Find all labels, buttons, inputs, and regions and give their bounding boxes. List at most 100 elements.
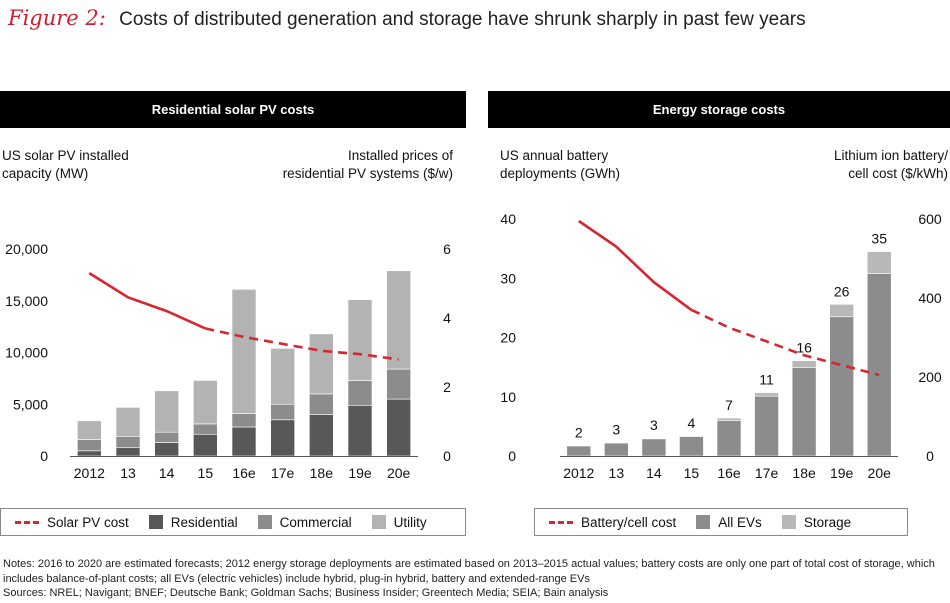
battery-cost-line-solid xyxy=(578,219,693,311)
pv-bar-utility xyxy=(386,270,411,370)
pv-y2-tick-label: 6 xyxy=(443,241,451,257)
battery-x-tick-label: 15 xyxy=(684,465,700,481)
right-panel-title: Energy storage costs xyxy=(652,102,786,117)
pv-bar-commercial xyxy=(386,368,411,400)
pv-bar-residential xyxy=(77,450,102,457)
battery-bar-storage xyxy=(566,445,592,447)
pv-x-tick-label: 13 xyxy=(120,465,136,481)
pv-bar-utility xyxy=(270,348,295,405)
battery-bar-storage xyxy=(829,304,854,318)
battery-bar-total-label: 7 xyxy=(725,397,733,413)
battery-y-tick-label: 10 xyxy=(500,389,516,405)
pv-bar-residential xyxy=(270,419,295,457)
notes-text: Notes: 2016 to 2020 are estimated foreca… xyxy=(3,558,935,585)
pv-bar-commercial xyxy=(309,393,334,415)
battery-bar-total-label: 3 xyxy=(650,417,658,433)
battery-x-tick-label: 17e xyxy=(755,465,779,481)
pv-bar-commercial xyxy=(193,423,218,435)
battery-bar-storage xyxy=(604,442,629,444)
battery-bar-storage xyxy=(679,435,704,437)
figure-title-text: Costs of distributed generation and stor… xyxy=(119,9,806,30)
legend-swatch-storage xyxy=(781,515,796,529)
left-y-axis-title: US solar PV installed capacity (MW) xyxy=(2,147,129,183)
right-legend: Battery/cell cost All EVs Storage xyxy=(534,508,908,536)
pv-y2-tick-label: 0 xyxy=(443,448,451,464)
pv-y-tick-label: 15,000 xyxy=(5,293,48,309)
battery-y2-tick-label: 0 xyxy=(926,448,934,464)
pv-bar-residential xyxy=(347,404,373,457)
pv-x-tick-label: 15 xyxy=(198,465,214,481)
right-panel-header: Energy storage costs xyxy=(488,91,950,128)
battery-bar-all-evs xyxy=(791,367,817,457)
left-panel-header: Residential solar PV costs xyxy=(0,91,466,128)
battery-x-tick-label: 18e xyxy=(792,465,816,481)
pv-bar-commercial xyxy=(347,380,373,406)
legend-item-commercial: Commercial xyxy=(257,514,352,530)
legend-label: Solar PV cost xyxy=(47,514,129,530)
pv-bar-residential xyxy=(193,433,218,457)
battery-x-tick-label: 14 xyxy=(646,465,662,481)
battery-y2-tick-label: 600 xyxy=(918,211,942,227)
pv-cost-line-dashed xyxy=(205,327,399,361)
battery-bar-total-label: 16 xyxy=(796,340,812,356)
legend-label: Storage xyxy=(803,514,852,530)
pv-x-tick-label: 14 xyxy=(159,465,175,481)
pv-x-tick-label: 20e xyxy=(387,465,411,481)
battery-bar-storage xyxy=(754,392,779,397)
legend-line-swatch xyxy=(15,520,39,524)
battery-x-tick-label: 16e xyxy=(717,465,741,481)
pv-bar-utility xyxy=(77,420,102,440)
pv-bar-residential xyxy=(309,414,334,457)
pv-bar-commercial xyxy=(115,436,141,449)
pv-bar-utility xyxy=(115,407,141,437)
pv-bar-residential xyxy=(386,398,411,457)
battery-bar-total-label: 3 xyxy=(612,421,620,437)
pv-bar-utility xyxy=(154,390,179,433)
left-y-axis-title-line2: capacity (MW) xyxy=(2,166,89,181)
pv-x-tick-label: 17e xyxy=(271,465,295,481)
battery-bar-storage xyxy=(791,360,817,369)
right-y2-axis-title-line1: Lithium ion battery/ xyxy=(833,148,948,163)
battery-y-tick-label: 0 xyxy=(508,448,516,464)
pv-bar-utility xyxy=(231,289,257,414)
pv-y-tick-label: 20,000 xyxy=(5,241,48,257)
battery-bar-all-evs xyxy=(679,436,704,457)
left-y2-axis-title-line1: Installed prices of xyxy=(347,148,453,163)
pv-y-tick-label: 0 xyxy=(40,448,48,464)
legend-label: All EVs xyxy=(718,514,762,530)
battery-y-tick-label: 30 xyxy=(500,270,516,286)
battery-y-tick-label: 40 xyxy=(500,211,516,227)
battery-x-tick-label: 2012 xyxy=(563,465,594,481)
pv-bar-commercial xyxy=(77,439,102,452)
battery-y2-tick-label: 400 xyxy=(918,290,942,306)
battery-bar-storage xyxy=(641,437,667,440)
battery-bar-all-evs xyxy=(716,420,742,457)
pv-x-tick-label: 2012 xyxy=(74,465,105,481)
right-y2-axis-title-line2: cell cost ($/kWh) xyxy=(848,166,948,181)
pv-bar-residential xyxy=(154,442,179,457)
right-y-axis-title-line2: deployments (GWh) xyxy=(500,166,621,181)
pv-x-tick-label: 18e xyxy=(310,465,334,481)
legend-label: Commercial xyxy=(279,514,352,530)
battery-bar-all-evs xyxy=(829,316,854,457)
pv-bar-utility xyxy=(309,333,334,395)
legend-item-all-evs: All EVs xyxy=(696,515,762,530)
legend-item-residential: Residential xyxy=(148,515,238,530)
pv-x-tick-label: 16e xyxy=(232,465,256,481)
right-y-axis-title: US annual battery deployments (GWh) xyxy=(500,147,620,183)
pv-y-tick-label: 10,000 xyxy=(5,345,48,361)
pv-bar-residential xyxy=(115,447,141,457)
battery-bar-total-label: 11 xyxy=(759,372,774,388)
pv-bar-utility xyxy=(347,299,373,381)
left-panel-title: Residential solar PV costs xyxy=(151,102,315,117)
legend-item-utility: Utility xyxy=(371,515,427,530)
right-y2-axis-title: Lithium ion battery/ cell cost ($/kWh) xyxy=(800,147,948,183)
battery-bar-storage xyxy=(716,417,742,421)
legend-item-battery-cell-cost: Battery/cell cost xyxy=(549,515,676,530)
left-legend: Solar PV cost Residential Commercial Uti… xyxy=(0,508,466,536)
pv-bar-residential xyxy=(231,426,257,457)
battery-y-tick-label: 20 xyxy=(500,330,516,346)
pv-cost-line-solid xyxy=(88,271,206,330)
battery-bar-storage xyxy=(866,251,892,274)
